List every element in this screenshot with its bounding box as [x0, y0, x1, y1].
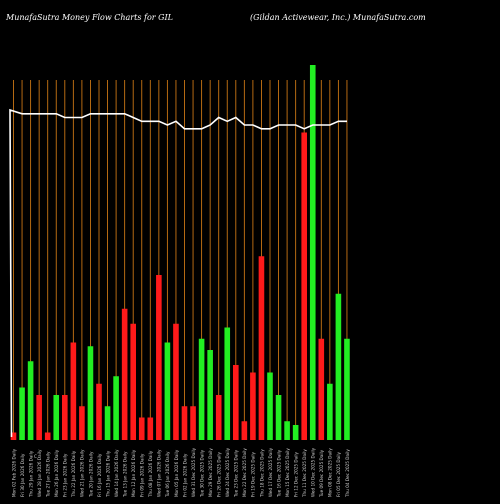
- money-flow-bar: [36, 395, 42, 440]
- x-tick-label: Fri 09 Jan 2026 Daily: [140, 453, 145, 497]
- x-tick-label: Wed 21 Jan 2026 Daily: [80, 449, 85, 497]
- money-flow-bar: [70, 342, 77, 440]
- x-tick-label: Wed 07 Jan 2026 Daily: [157, 449, 162, 497]
- x-tick-label: Fri 19 Dec 2025 Daily: [251, 451, 256, 497]
- money-flow-bar: [87, 346, 94, 440]
- bars: [10, 65, 350, 440]
- money-flow-bar: [173, 323, 179, 440]
- x-tick-label: Fri 02 Jan 2026 Daily: [182, 453, 187, 497]
- x-tick-label: Mon 08 Dec 2025 Daily: [328, 448, 333, 497]
- x-tick-label: Thu 18 Dec 2025 Daily: [259, 449, 264, 498]
- x-tick-label: Mon 15 Dec 2025 Daily: [285, 448, 290, 497]
- money-flow-bar: [207, 350, 213, 440]
- x-tick-label: Tue 09 Dec 2025 Daily: [319, 449, 324, 498]
- price-line: [9, 108, 347, 438]
- x-tick-label: Wed 17 Dec 2025 Daily: [268, 447, 273, 497]
- money-flow-bar: [309, 65, 316, 440]
- x-tick-label: Wed 14 Jan 2026 Daily: [114, 449, 119, 497]
- x-tick-label: Fri 05 Dec 2025 Daily: [336, 451, 341, 497]
- money-flow-bar: [147, 417, 154, 440]
- money-flow-bar: [113, 376, 119, 440]
- money-flow-bar: [96, 383, 102, 440]
- money-flow-bar: [62, 395, 68, 440]
- money-flow-bar: [198, 338, 205, 440]
- money-flow-bar: [344, 338, 350, 440]
- x-tick-label: Mon 12 Jan 2026 Daily: [131, 449, 136, 497]
- money-flow-bar: [275, 395, 282, 440]
- money-flow-bar: [53, 395, 60, 440]
- x-tick-label: Tue 30 Dec 2025 Daily: [199, 449, 204, 498]
- money-flow-bar: [327, 383, 333, 440]
- x-tick-label: Wed 10 Dec 2025 Daily: [311, 447, 316, 497]
- x-tick-label: Tue 16 Dec 2025 Daily: [276, 449, 281, 498]
- x-tick-label: Thu 15 Jan 2026 Daily: [105, 450, 110, 498]
- money-flow-bar: [215, 395, 222, 440]
- money-flow-bar: [301, 132, 307, 440]
- x-tick-label: Mon 02 Feb 2026 Daily: [11, 448, 16, 497]
- x-tick-label: Mon 05 Jan 2026 Daily: [174, 449, 179, 497]
- money-flow-bar: [233, 365, 239, 440]
- x-tick-label: Wed 24 Dec 2025 Daily: [225, 447, 230, 497]
- x-tick-label: Fri 30 Jan 2026 Daily: [20, 453, 25, 497]
- money-flow-bar: [250, 372, 256, 440]
- x-tick-label: Tue 23 Dec 2025 Daily: [234, 449, 239, 498]
- money-flow-bar: [79, 406, 85, 440]
- x-tick-label: Tue 06 Jan 2026 Daily: [165, 451, 170, 498]
- x-tick-label: Tue 20 Jan 2026 Daily: [88, 451, 93, 498]
- money-flow-bar: [284, 421, 290, 440]
- chart-subtitle: (Gildan Activewear, Inc.) MunafaSutra.co…: [250, 13, 426, 22]
- x-tick-label: Fri 26 Dec 2025 Daily: [217, 451, 222, 497]
- money-flow-bar: [104, 406, 111, 440]
- money-flow-bar: [318, 338, 325, 440]
- x-tick-extra-label: C: [34, 454, 37, 459]
- money-flow-bar: [138, 417, 145, 440]
- money-flow-bar: [164, 342, 171, 440]
- chart-title: MunafaSutra Money Flow Charts for GIL: [6, 13, 173, 22]
- money-flow-bar: [241, 421, 248, 440]
- money-flow-bar: [10, 432, 17, 440]
- money-flow-bar: [267, 372, 273, 440]
- x-tick-label: Tue 27 Jan 2026 Daily: [46, 451, 51, 498]
- x-tick-label: Wed 31 Dec 2025 Daily: [191, 447, 196, 497]
- money-flow-bar: [258, 256, 265, 440]
- x-tick-label: Thu 22 Jan 2026 Daily: [71, 450, 76, 498]
- money-flow-bar: [224, 327, 231, 440]
- x-axis-labels: Mon 02 Feb 2026 Daily Fri 30 Jan 2026 Dai…: [11, 447, 349, 498]
- x-tick-label: Wed 28 Jan 2026 Daily: [37, 449, 42, 497]
- x-tick-label: Fri 23 Jan 2026 Daily: [63, 453, 68, 497]
- money-flow-bar: [27, 361, 34, 440]
- price-line-group: [9, 108, 347, 438]
- money-flow-bar: [121, 308, 128, 440]
- money-flow-bar: [292, 425, 299, 440]
- money-flow-bar: [130, 323, 136, 440]
- x-tick-label: Mon 29 Dec 2025 Daily: [208, 448, 213, 497]
- x-tick-label: Thu 29 Jan 2026 Daily: [28, 450, 33, 498]
- money-flow-bar: [335, 293, 342, 440]
- x-tick-label: Mon 22 Dec 2025 Daily: [242, 448, 247, 497]
- x-tick-label: Mon 26 Jan 2026 Daily: [54, 449, 59, 497]
- money-flow-bar: [190, 406, 196, 440]
- money-flow-bar: [19, 387, 25, 440]
- money-flow-bar: [181, 406, 188, 440]
- money-flow-bar: [44, 432, 51, 440]
- x-tick-label: Tue 13 Jan 2026 Daily: [122, 451, 127, 498]
- x-tick-label: Fri 16 Jan 2026 Daily: [97, 453, 102, 497]
- x-tick-label: Fri 12 Dec 2025 Daily: [293, 451, 298, 497]
- x-tick-label: Thu 08 Jan 2026 Daily: [148, 450, 153, 498]
- x-tick-label: Thu 11 Dec 2025 Daily: [302, 449, 307, 498]
- x-tick-label: Thu 04 Dec 2025 Daily: [345, 449, 350, 498]
- grid-lines: [13, 80, 348, 440]
- money-flow-bar: [156, 275, 162, 440]
